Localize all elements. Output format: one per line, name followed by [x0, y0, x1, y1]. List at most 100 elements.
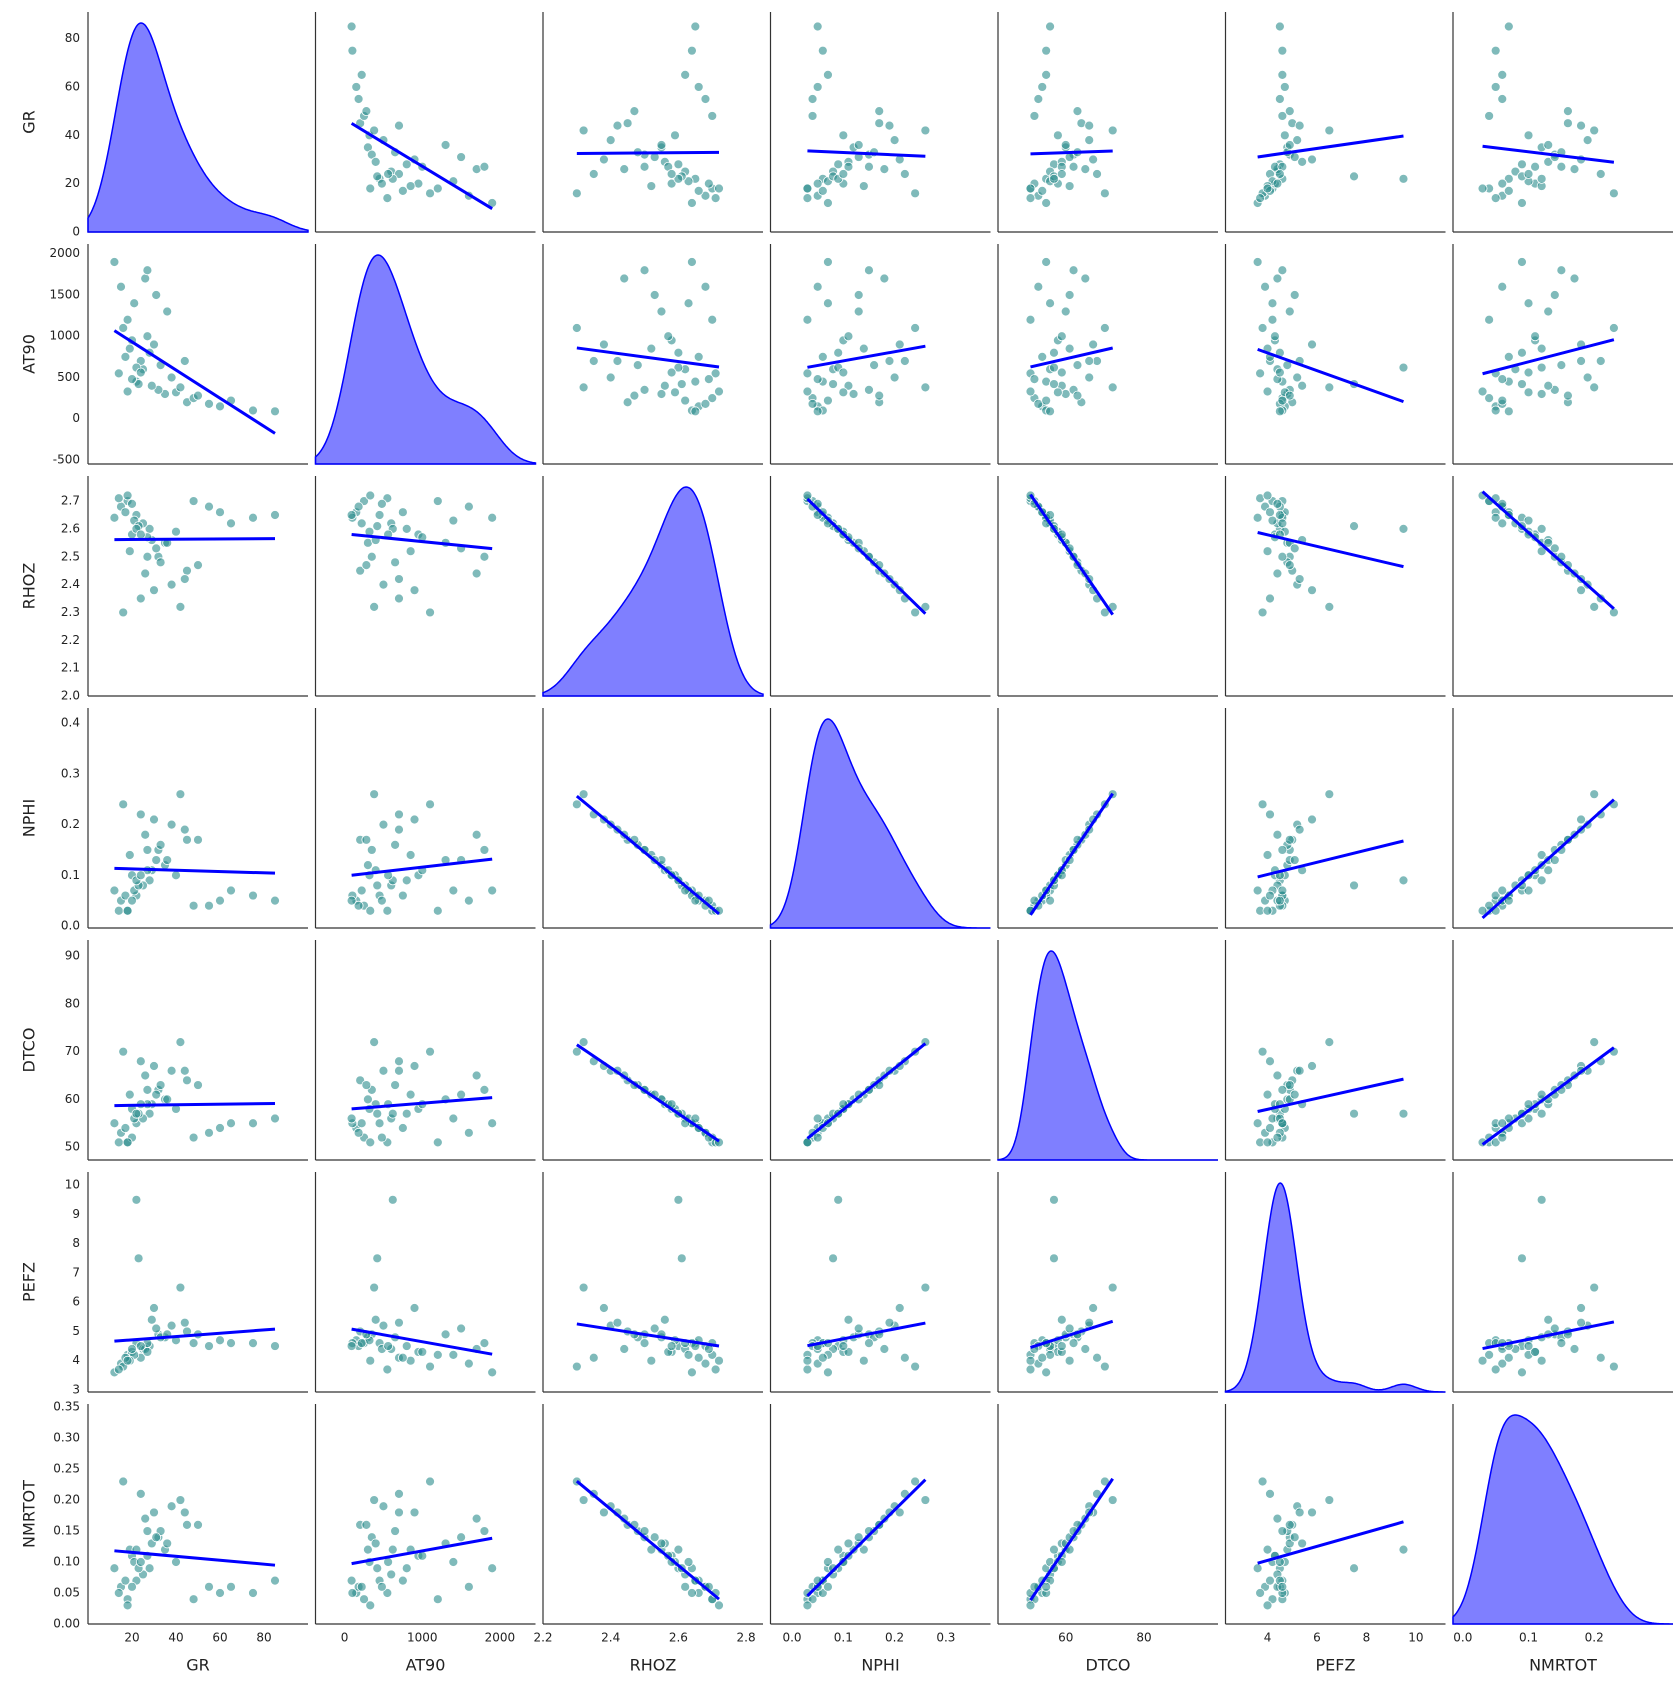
point [394, 809, 404, 820]
point [471, 829, 482, 840]
point [155, 839, 166, 850]
x-tick-label: 0.3 [936, 1631, 955, 1645]
point [1037, 82, 1048, 92]
point [1277, 551, 1288, 562]
x-tick-label: 2.6 [669, 1631, 688, 1645]
point [351, 82, 362, 92]
point [1589, 382, 1600, 393]
point [409, 814, 420, 825]
point [714, 1355, 724, 1366]
point [463, 501, 474, 512]
point [171, 870, 181, 881]
point [182, 1519, 192, 1530]
point [155, 557, 166, 568]
fit-line [1257, 1077, 1404, 1113]
point [879, 1344, 890, 1354]
point [394, 1317, 404, 1328]
point [1536, 850, 1547, 860]
point [193, 560, 203, 571]
point [874, 118, 885, 129]
point [1041, 1581, 1052, 1592]
point [1497, 1132, 1508, 1143]
point [910, 607, 921, 618]
point [365, 1600, 376, 1611]
point [659, 380, 670, 391]
point [1349, 880, 1359, 891]
point [858, 343, 869, 354]
point [1589, 1282, 1600, 1293]
point [405, 546, 416, 557]
point [149, 339, 159, 350]
point [382, 193, 393, 204]
point [1536, 1194, 1547, 1205]
point [1497, 374, 1508, 385]
point [1262, 490, 1273, 501]
point [1289, 1089, 1300, 1100]
point [479, 1084, 490, 1095]
point [1490, 1137, 1501, 1148]
y-axis-label: DTCO [20, 1028, 39, 1073]
point [1595, 169, 1606, 179]
point [122, 1600, 133, 1611]
point [802, 1355, 813, 1366]
point [1517, 347, 1527, 358]
point [687, 198, 697, 208]
point [1307, 154, 1317, 165]
point [162, 306, 173, 317]
point [374, 510, 385, 520]
fit-line [576, 1043, 720, 1143]
point [823, 395, 833, 406]
point [378, 1501, 389, 1512]
point [270, 895, 280, 906]
point [363, 860, 373, 871]
point [109, 1563, 120, 1574]
point [1041, 395, 1052, 406]
point [1049, 1194, 1059, 1205]
point [382, 1364, 393, 1375]
point [382, 905, 393, 916]
point [448, 1113, 459, 1124]
point [1536, 546, 1547, 557]
point [1029, 111, 1040, 121]
point [1569, 1344, 1580, 1354]
point [1084, 372, 1095, 383]
fit-line [113, 329, 276, 435]
point [133, 379, 144, 389]
point [1025, 183, 1036, 194]
point [853, 1532, 864, 1543]
point [401, 875, 412, 886]
y-tick-label: 80 [65, 31, 80, 45]
point [142, 331, 153, 342]
point [619, 164, 630, 175]
point [1284, 834, 1295, 845]
point [1267, 515, 1278, 526]
point [1064, 343, 1075, 354]
point [656, 389, 667, 399]
point [1294, 1065, 1305, 1076]
point [1262, 1089, 1273, 1100]
point [899, 356, 910, 366]
point [397, 1352, 408, 1363]
point [1349, 1108, 1359, 1119]
point [710, 368, 721, 379]
point [578, 1037, 589, 1048]
fit-line [1030, 346, 1114, 369]
point [397, 507, 408, 518]
point [884, 1317, 895, 1328]
point [588, 356, 599, 366]
point [1265, 593, 1275, 604]
point [440, 140, 451, 150]
point [812, 281, 823, 292]
point [1523, 1099, 1534, 1110]
point [131, 1108, 142, 1119]
point [1490, 1364, 1501, 1375]
point [1025, 1364, 1036, 1375]
point [1272, 178, 1283, 189]
point [823, 198, 833, 208]
fit-line [1029, 493, 1114, 616]
fit-line [806, 497, 927, 615]
point [807, 94, 818, 104]
point [356, 1581, 367, 1592]
point [1556, 161, 1567, 172]
